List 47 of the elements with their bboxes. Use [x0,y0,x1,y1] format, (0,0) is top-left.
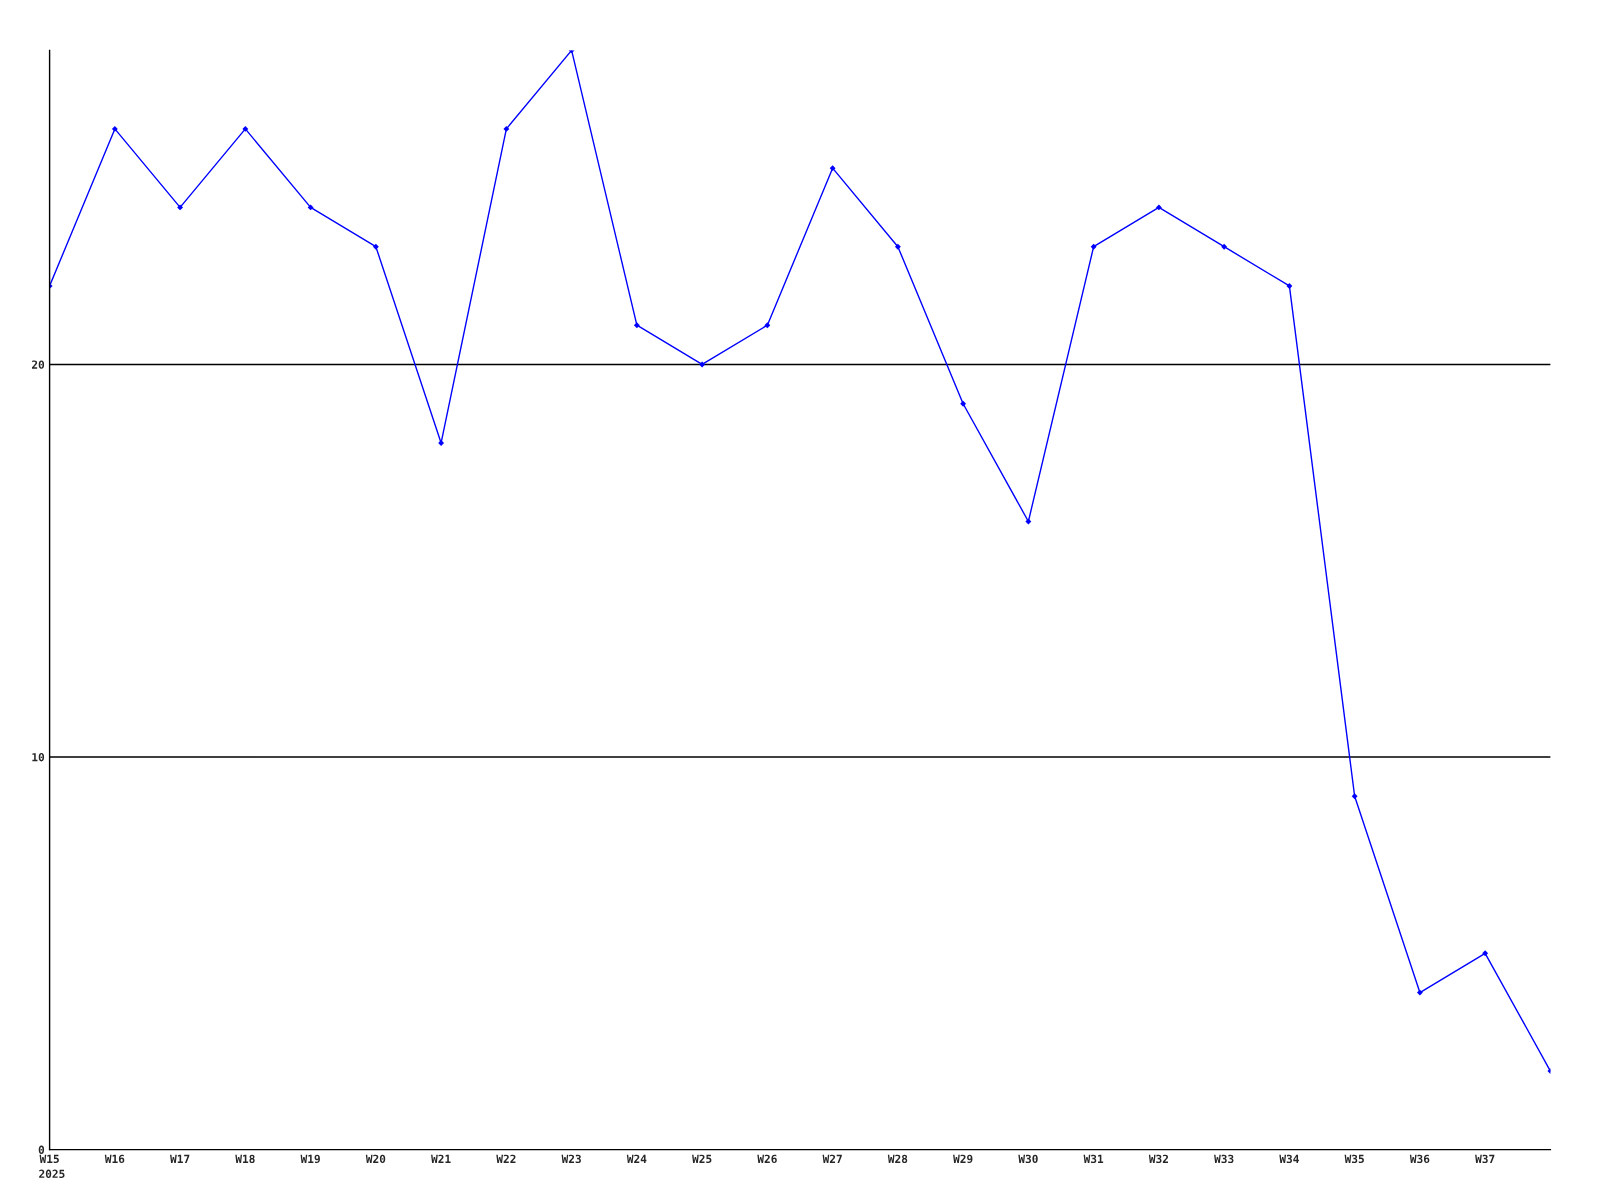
x-tick-label: W37 [1475,1154,1495,1164]
point [1482,950,1489,957]
x-tick-label: W17 [170,1154,190,1163]
x-tick-label: W30 [1018,1154,1038,1164]
x-tick-label: W29 [953,1154,973,1164]
point [1221,243,1228,250]
point [177,204,184,211]
x-tick-label: W23 [561,1154,581,1164]
point [242,125,249,132]
point [1155,204,1162,211]
x-tick-label: W19 [300,1154,320,1164]
x-tick-label: W35 [1344,1154,1364,1164]
x-tick-label: W33 [1214,1154,1234,1164]
x-tick-label: W21 [431,1154,451,1163]
point [503,125,510,132]
x-tick-label: W16 [104,1154,125,1164]
x-tick-label: W24 [626,1154,647,1163]
point [699,361,706,368]
x-tick-label: W27 [822,1154,842,1163]
x-tick-label: W18 [235,1154,255,1164]
x-tick-label: W26 [757,1154,777,1164]
point [633,322,640,329]
point [894,243,901,250]
y-tick-label: 0 [38,1145,45,1154]
x-tick-label: W25 [692,1154,712,1164]
x-tick-label: W28 [887,1154,908,1164]
y-tick-label: 20 [31,360,45,369]
point [764,322,771,329]
point [1351,793,1358,800]
point [1090,243,1097,250]
text: 2025 [39,1169,65,1178]
x-tick-label: W22 [496,1154,516,1163]
x-tick-label: W36 [1409,1154,1430,1164]
point [1416,989,1423,996]
point [829,165,836,172]
x-tick-label: W15 [39,1154,59,1164]
point [372,243,379,250]
point [1286,283,1293,289]
point [111,125,118,132]
x-tick-label: W34 [1279,1154,1299,1164]
point [1025,518,1032,525]
x-tick-label: W31 [1083,1154,1104,1164]
x-tick-label: W20 [365,1154,386,1164]
x-tick-label: W32 [1148,1154,1168,1164]
point [438,440,445,446]
point [960,400,967,407]
y-tick-label: 10 [32,753,45,762]
